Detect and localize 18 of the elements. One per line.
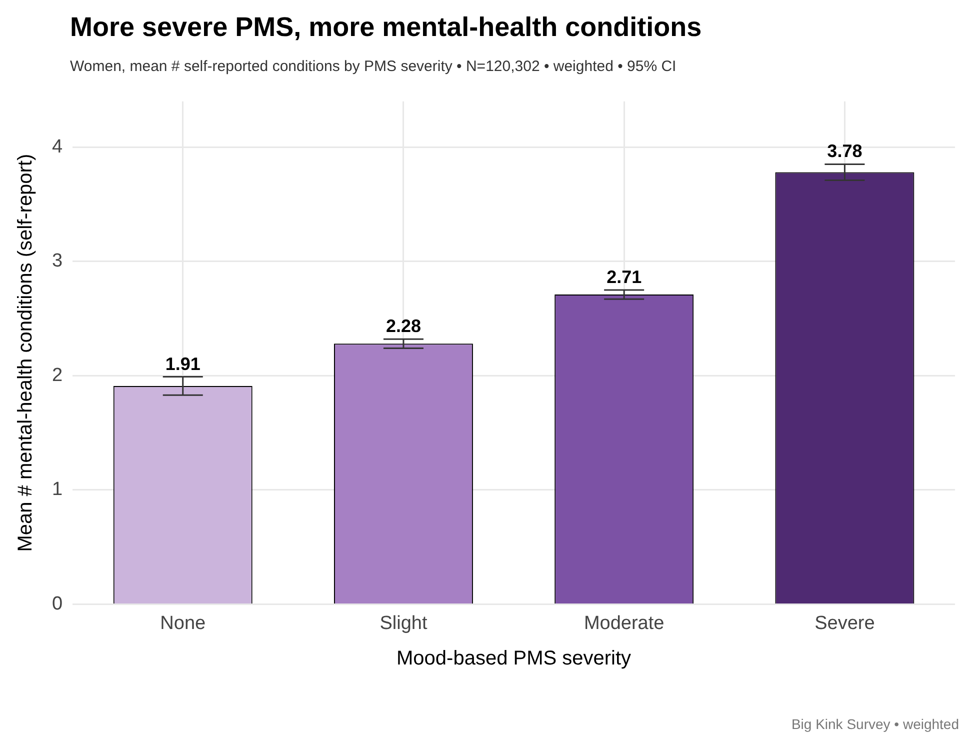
chart-title: More severe PMS, more mental-health conditions [70,12,702,43]
y-tick-label: 3 [52,250,63,272]
y-tick-label: 0 [52,593,63,614]
x-tick-label: None [160,612,206,634]
data-label: 2.71 [606,266,642,287]
data-label: 2.28 [386,316,422,336]
y-tick-label: 4 [52,136,63,158]
chart-subtitle: Women, mean # self-reported conditions by PMS severity • N=120,302 • weighted • 95% CI [70,58,676,75]
y-axis-title: Mean # mental-health conditions (self-report) [14,154,37,552]
data-label: 1.91 [165,354,200,374]
text: Big Kink Survey • weighted [791,716,959,732]
x-tick-label: Severe [814,612,875,634]
x-tick-label: Moderate [584,612,664,634]
y-tick-label: 2 [52,364,63,386]
x-axis-title: Mood-based PMS severity [396,648,632,670]
data-label: 3.78 [827,141,862,162]
y-tick-label: 1 [52,479,63,500]
x-tick-label: Slight [380,612,428,634]
